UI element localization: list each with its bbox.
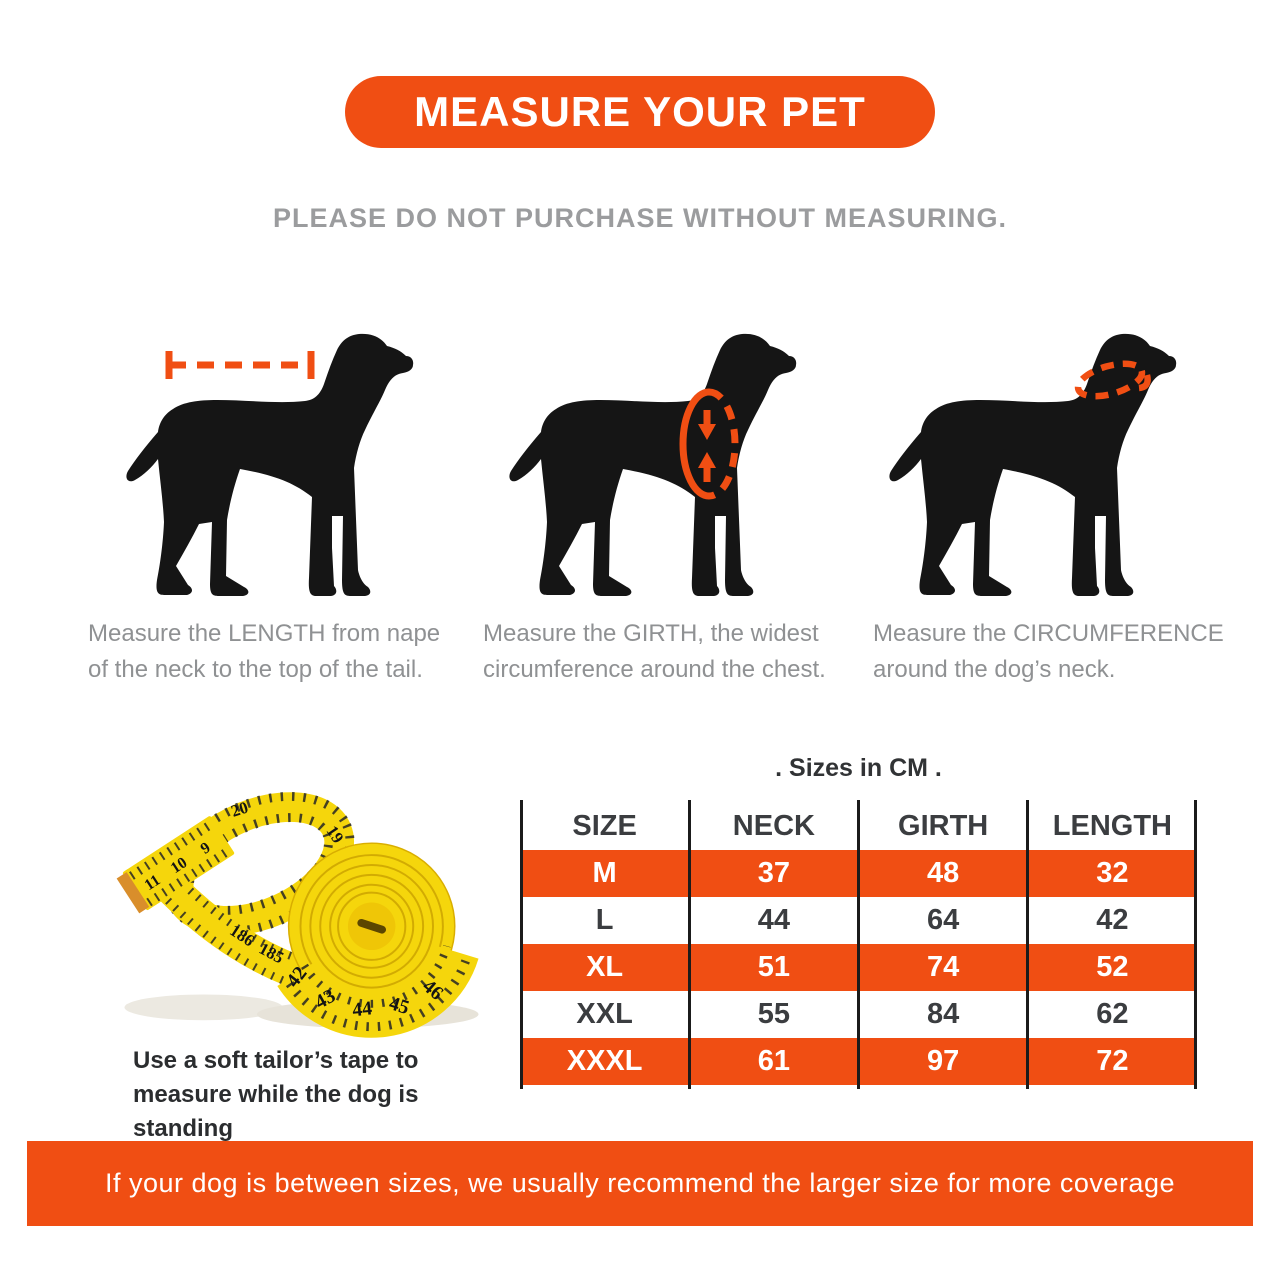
neck-cell: 37	[757, 857, 790, 889]
title-banner: MEASURE YOUR PET	[345, 76, 935, 148]
girth-arrowheads	[698, 424, 716, 468]
dog-neck-illustration	[876, 308, 1206, 608]
caption-line: measure while the dog is standing	[133, 1081, 419, 1142]
table-row: L 44 64 42	[520, 897, 1197, 944]
length-cell: 32	[1096, 857, 1129, 889]
table-border-line	[1194, 800, 1197, 1089]
tape-loose-end: 11 10 9	[116, 816, 235, 914]
tape-caption: Use a soft tailor’s tape to measure whil…	[133, 1044, 493, 1146]
girth-cell: 48	[926, 857, 960, 889]
caption-line: Measure the LENGTH from nape	[88, 620, 441, 647]
size-cell: XL	[586, 951, 624, 983]
table-header-row: SIZE NECK GIRTH LENGTH	[520, 802, 1197, 850]
column-header: NECK	[732, 809, 815, 842]
circumference-caption: Measure the CIRCUMFERENCE around the dog…	[873, 616, 1280, 688]
girth-cell: 97	[926, 1045, 960, 1077]
length-cell: 52	[1096, 951, 1129, 983]
dog-silhouette	[509, 334, 796, 596]
column-header: SIZE	[572, 809, 637, 842]
girth-cell: 74	[926, 951, 960, 983]
subtitle-warning: PLEASE DO NOT PURCHASE WITHOUT MEASURING…	[272, 203, 1008, 233]
dog-silhouette	[889, 334, 1176, 596]
caption-line: Measure the GIRTH, the widest	[483, 620, 819, 647]
neck-cell: 44	[757, 904, 790, 936]
tape-coil: 42 43 44 45 46	[277, 842, 479, 1038]
table-row: XXL 55 84 62	[520, 991, 1197, 1038]
neck-cell: 61	[757, 1045, 790, 1077]
table-border-line	[520, 800, 523, 1089]
length-caption: Measure the LENGTH from nape of the neck…	[88, 616, 498, 688]
neck-cell: 51	[757, 951, 790, 983]
tape-shadow	[124, 994, 283, 1021]
girth-cell: 84	[926, 998, 960, 1030]
tape-number: 44	[351, 997, 373, 1021]
recommendation-text: If your dog is between sizes, we usually…	[105, 1168, 1175, 1198]
dog-length-illustration	[113, 308, 443, 608]
tailor-tape-illustration: 19 20 18 186 185 11 10 9	[116, 791, 479, 1038]
size-cell: XXXL	[566, 1045, 643, 1077]
page-title: MEASURE YOUR PET	[414, 88, 866, 135]
tape-number: 20	[229, 798, 251, 821]
girth-measure-ellipse	[679, 388, 739, 500]
girth-cell: 64	[926, 904, 960, 936]
recommendation-banner: If your dog is between sizes, we usually…	[27, 1141, 1253, 1226]
column-header: LENGTH	[1052, 809, 1172, 842]
dog-girth-illustration	[496, 308, 826, 608]
tape-number: 10	[168, 854, 191, 877]
table-divider-line	[857, 800, 860, 1089]
caption-line: of the neck to the top of the tail.	[88, 656, 423, 683]
length-cell: 72	[1096, 1045, 1129, 1077]
caption-line: around the dog’s neck.	[873, 656, 1116, 683]
column-header: GIRTH	[898, 809, 989, 842]
size-cell: L	[595, 904, 614, 936]
neck-cell: 55	[757, 998, 790, 1030]
caption-line: Use a soft tailor’s tape to	[133, 1047, 419, 1074]
tape-connector-band: 186 185	[160, 874, 320, 996]
size-table: SIZE NECK GIRTH LENGTH M 37 48 32 L 44 6…	[520, 800, 1197, 1089]
table-divider-line	[1026, 800, 1029, 1089]
length-cell: 62	[1096, 998, 1129, 1030]
table-divider-line	[688, 800, 691, 1089]
size-table-title: . Sizes in CM .	[775, 754, 942, 782]
neck-measure-collar	[1074, 360, 1151, 400]
length-measure-arrow	[165, 351, 315, 379]
size-cell: XXL	[576, 998, 633, 1030]
girth-caption: Measure the GIRTH, the widest circumfere…	[483, 616, 893, 688]
caption-line: Measure the CIRCUMFERENCE	[873, 620, 1224, 647]
length-cell: 42	[1096, 904, 1129, 936]
caption-line: circumference around the chest.	[483, 656, 826, 683]
size-cell: M	[592, 857, 617, 889]
